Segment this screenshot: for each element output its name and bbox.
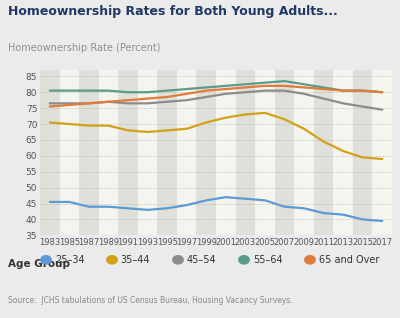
Text: 25–34: 25–34 [55, 255, 84, 265]
Bar [353, 70, 372, 235]
Bar [157, 70, 177, 235]
Bar [79, 70, 99, 235]
Text: 55–64: 55–64 [253, 255, 282, 265]
Bar [40, 70, 60, 235]
Text: Source:  JCHS tabulations of US Census Bureau, Housing Vacancy Surveys.: Source: JCHS tabulations of US Census Bu… [8, 296, 293, 305]
Bar [314, 70, 333, 235]
Bar [118, 70, 138, 235]
Bar [275, 70, 294, 235]
Text: Homeownership Rates for Both Young Adults...: Homeownership Rates for Both Young Adult… [8, 5, 338, 18]
Text: Homeownership Rate (Percent): Homeownership Rate (Percent) [8, 43, 160, 53]
Text: Age Group: Age Group [8, 259, 70, 269]
Text: 65 and Over: 65 and Over [319, 255, 379, 265]
Text: 45–54: 45–54 [187, 255, 216, 265]
Bar [236, 70, 255, 235]
Bar [196, 70, 216, 235]
Text: 35–44: 35–44 [121, 255, 150, 265]
